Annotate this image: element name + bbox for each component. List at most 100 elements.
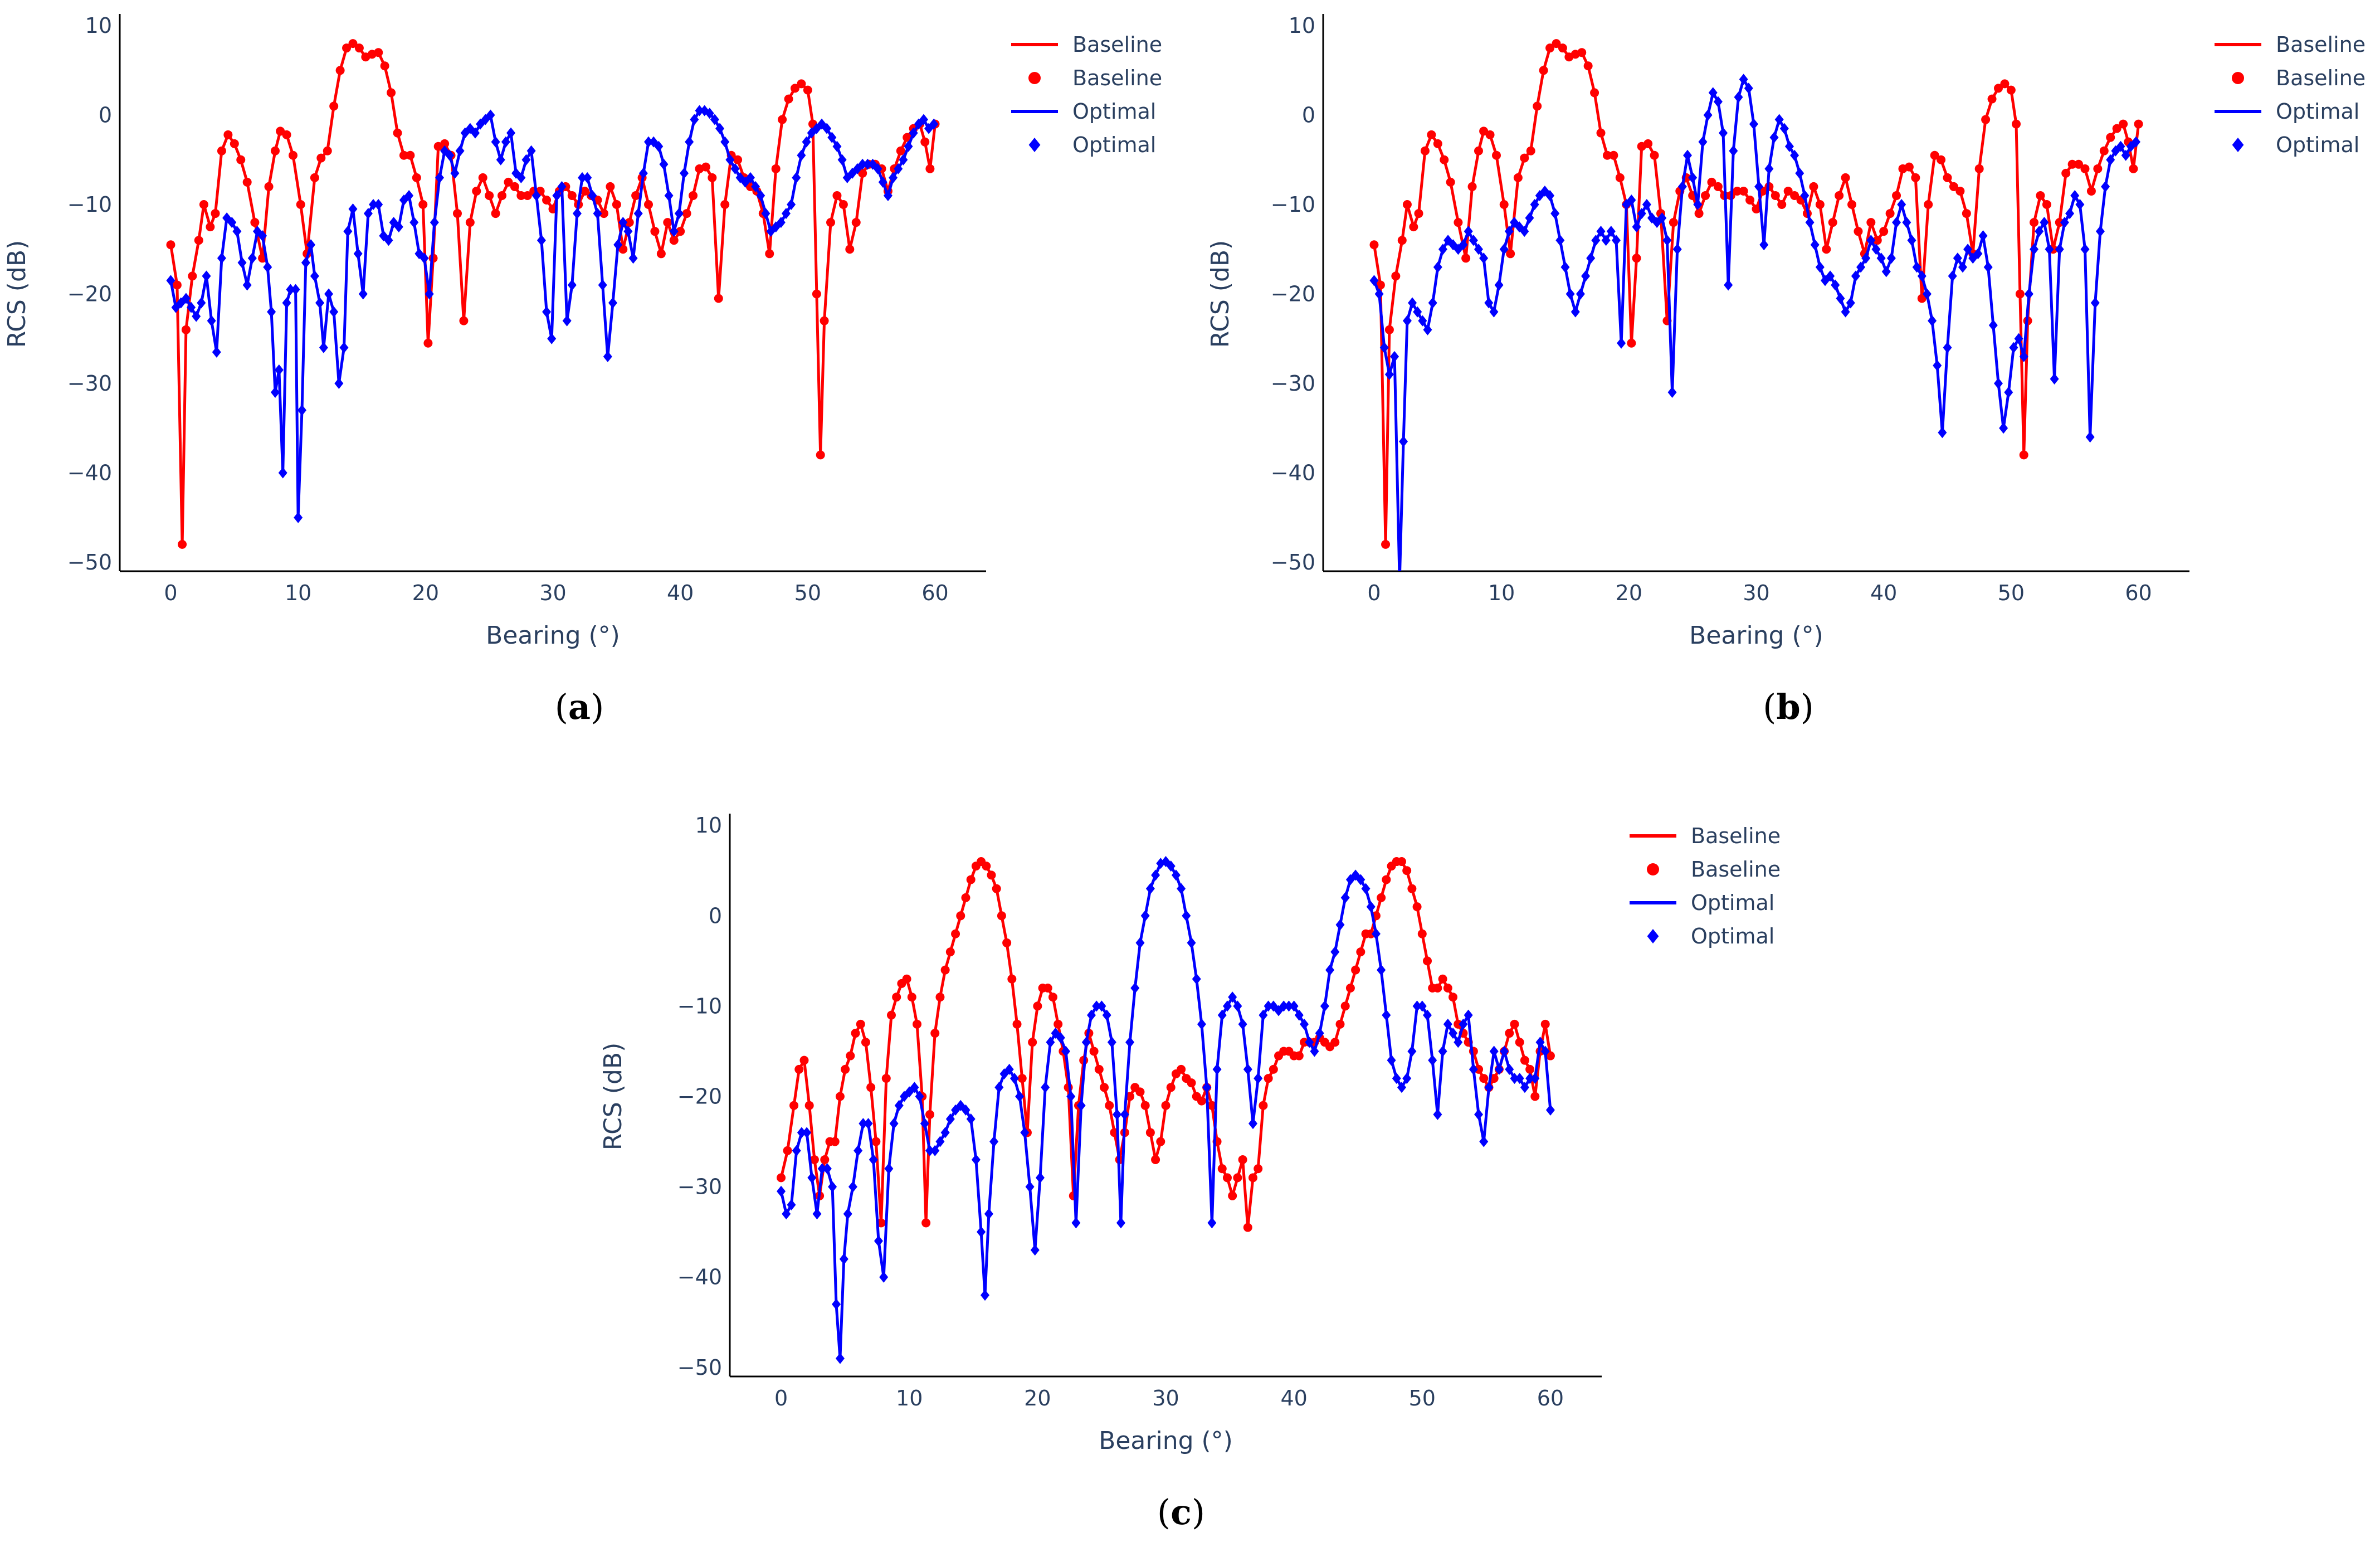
data-point-optimal bbox=[306, 239, 316, 251]
legend-item-baseline[interactable]: Baseline bbox=[2232, 66, 2366, 90]
data-point-baseline bbox=[708, 173, 717, 182]
data-point-baseline bbox=[211, 209, 220, 218]
data-point-optimal bbox=[1892, 217, 1901, 228]
data-point-optimal bbox=[1459, 239, 1468, 251]
x-tick-label: 20 bbox=[412, 581, 439, 605]
data-point-optimal bbox=[369, 199, 378, 211]
data-point-optimal bbox=[797, 1127, 806, 1139]
data-point-optimal bbox=[2004, 387, 2013, 398]
data-point-optimal bbox=[445, 149, 455, 161]
y-tick-label: −20 bbox=[67, 282, 112, 307]
data-point-optimal bbox=[644, 136, 653, 148]
data-point-baseline bbox=[230, 139, 239, 148]
series-optimal bbox=[777, 856, 1555, 1364]
data-point-optimal bbox=[1335, 919, 1345, 931]
data-point-baseline bbox=[342, 43, 352, 53]
data-point-optimal bbox=[1978, 230, 1988, 242]
data-point-baseline bbox=[1054, 1019, 1063, 1029]
data-point-baseline bbox=[406, 150, 415, 160]
data-point-baseline bbox=[1701, 191, 1710, 200]
data-point-optimal bbox=[889, 1118, 899, 1130]
data-point-baseline bbox=[310, 173, 319, 182]
data-point-baseline bbox=[771, 164, 781, 173]
data-point-optimal bbox=[1009, 1073, 1019, 1084]
data-point-optimal bbox=[1861, 252, 1871, 264]
data-point-optimal bbox=[1449, 1028, 1458, 1039]
legend-item-baseline[interactable]: Baseline bbox=[2215, 32, 2366, 57]
data-point-baseline bbox=[896, 146, 905, 155]
legend-item-baseline[interactable]: Baseline bbox=[1011, 32, 1162, 57]
data-point-optimal bbox=[286, 284, 295, 295]
data-point-optimal bbox=[776, 217, 786, 228]
data-point-optimal bbox=[1693, 199, 1703, 211]
data-point-optimal bbox=[919, 114, 928, 125]
data-point-baseline bbox=[2030, 218, 2039, 227]
data-point-optimal bbox=[1243, 1063, 1252, 1075]
data-point-baseline bbox=[1330, 1038, 1340, 1047]
data-point-optimal bbox=[1413, 306, 1422, 318]
data-point-baseline bbox=[2093, 164, 2103, 173]
legend-item-optimal[interactable]: Optimal bbox=[1647, 924, 1775, 948]
data-point-baseline bbox=[1145, 1128, 1155, 1137]
data-point-optimal bbox=[1596, 226, 1606, 237]
data-point-optimal bbox=[1494, 279, 1504, 291]
data-point-optimal bbox=[633, 208, 643, 220]
data-point-optimal bbox=[425, 288, 434, 300]
data-point-optimal bbox=[1591, 235, 1601, 246]
data-point-baseline bbox=[1345, 983, 1355, 993]
data-point-optimal bbox=[1993, 377, 2003, 389]
data-point-optimal bbox=[1145, 883, 1155, 894]
x-tick-label: 60 bbox=[921, 581, 948, 605]
data-point-optimal bbox=[1433, 1108, 1442, 1120]
data-point-optimal bbox=[1369, 275, 1379, 286]
data-point-baseline bbox=[1632, 254, 1641, 263]
data-point-optimal bbox=[384, 235, 393, 246]
data-point-optimal bbox=[1677, 181, 1687, 192]
data-point-optimal bbox=[1841, 306, 1850, 318]
data-point-optimal bbox=[435, 172, 444, 183]
data-point-optimal bbox=[1113, 1108, 1122, 1120]
data-point-optimal bbox=[1202, 1082, 1212, 1093]
x-tick-label: 30 bbox=[539, 581, 566, 605]
data-point-optimal bbox=[1581, 270, 1591, 282]
data-point-baseline bbox=[1545, 43, 1555, 53]
data-point-baseline bbox=[966, 875, 976, 884]
legend-item-optimal[interactable]: Optimal bbox=[2215, 99, 2359, 124]
data-point-baseline bbox=[2006, 85, 2016, 95]
legend-item-optimal[interactable]: Optimal bbox=[1630, 891, 1774, 915]
data-point-optimal bbox=[664, 189, 674, 201]
data-point-optimal bbox=[404, 189, 414, 201]
data-point-baseline bbox=[921, 1218, 931, 1228]
data-point-baseline bbox=[812, 289, 821, 299]
legend-item-baseline[interactable]: Baseline bbox=[1630, 824, 1781, 848]
data-point-baseline bbox=[606, 182, 615, 191]
data-point-optimal bbox=[2080, 244, 2090, 255]
legend-item-optimal[interactable]: Optimal bbox=[2232, 133, 2360, 157]
data-point-baseline bbox=[1094, 1064, 1104, 1074]
y-tick-label: −20 bbox=[677, 1084, 722, 1109]
data-point-baseline bbox=[1427, 130, 1436, 139]
legend-item-baseline[interactable]: Baseline bbox=[1647, 857, 1781, 882]
data-point-baseline bbox=[820, 1155, 830, 1164]
data-point-optimal bbox=[1499, 244, 1509, 255]
data-point-baseline bbox=[465, 218, 475, 227]
data-point-baseline bbox=[440, 139, 450, 148]
legend-item-optimal[interactable]: Optimal bbox=[1028, 133, 1157, 157]
y-tick-label: −10 bbox=[677, 994, 722, 1018]
data-point-optimal bbox=[1402, 315, 1412, 327]
data-point-baseline bbox=[940, 965, 950, 975]
data-point-baseline bbox=[1937, 155, 1946, 164]
data-point-optimal bbox=[1520, 1082, 1529, 1093]
data-point-optimal bbox=[695, 105, 704, 116]
data-point-baseline bbox=[1335, 1019, 1345, 1029]
data-point-baseline bbox=[1414, 209, 1423, 218]
data-point-optimal bbox=[1958, 261, 1967, 273]
legend-item-optimal[interactable]: Optimal bbox=[1011, 99, 1156, 124]
legend-item-baseline[interactable]: Baseline bbox=[1028, 66, 1162, 90]
data-point-baseline bbox=[236, 155, 246, 164]
data-point-optimal bbox=[1617, 337, 1626, 349]
data-point-baseline bbox=[2080, 164, 2090, 173]
data-point-optimal bbox=[822, 123, 832, 134]
data-point-optimal bbox=[2131, 136, 2140, 148]
data-point-baseline bbox=[1930, 150, 1939, 160]
